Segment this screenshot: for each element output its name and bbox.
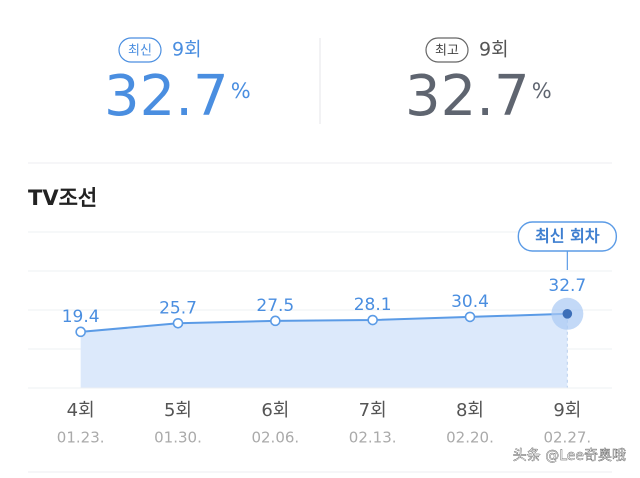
watermark: 头条 @Lee奇奥哦 (513, 447, 626, 464)
unit: % (532, 79, 552, 103)
x-tick-label: 8회 (456, 400, 484, 421)
date-label: 01.30. (154, 429, 202, 447)
value-label: 19.4 (62, 307, 100, 327)
badge: 최고 (435, 44, 459, 59)
x-tick-label: 7회 (359, 400, 387, 421)
point (464, 311, 476, 323)
big-value: 32.7 (104, 64, 229, 129)
date-label: 02.13. (349, 429, 397, 447)
badge: 최신 (128, 44, 152, 59)
chart-title: TV조선 (28, 186, 97, 210)
line (80, 312, 568, 333)
big-value: 32.7 (405, 64, 530, 129)
badge-outline (118, 37, 162, 63)
value-label: 32.7 (548, 276, 586, 296)
x-tick-label: 5회 (164, 400, 192, 421)
point (562, 308, 573, 319)
badge-outline (425, 37, 469, 63)
point (75, 326, 86, 338)
x-tick-label: 4회 (67, 400, 95, 421)
x-tick-label: 9회 (553, 400, 581, 421)
point (172, 317, 184, 329)
x-tick-label: 6회 (261, 400, 289, 421)
annotation: 최신 회차 (535, 227, 600, 246)
point (270, 315, 281, 327)
value-label: 25.7 (159, 298, 197, 318)
episode: 9회 (172, 39, 202, 61)
point (367, 314, 378, 326)
date-label: 02.20. (446, 429, 494, 447)
unit: % (231, 79, 251, 103)
episode: 9회 (479, 39, 509, 61)
value-label: 27.5 (256, 296, 294, 316)
date-label: 02.06. (251, 429, 299, 447)
area (80, 313, 568, 388)
value-label: 30.4 (451, 292, 489, 312)
date-label: 02.27. (543, 429, 591, 447)
date-label: 01.23. (57, 429, 105, 447)
annotation-box (517, 221, 618, 252)
value-label: 28.1 (354, 295, 392, 315)
